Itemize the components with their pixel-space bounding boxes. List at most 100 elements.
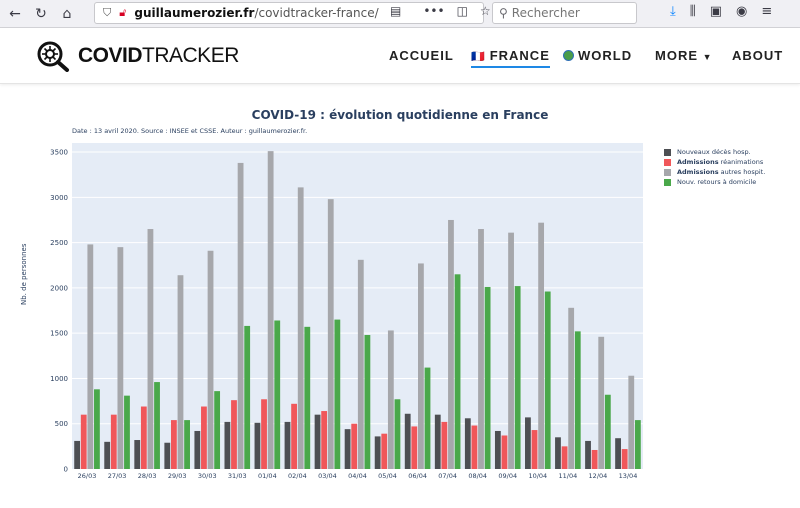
bar-3-02/04[interactable]: [297, 187, 304, 469]
bar-1-26/03[interactable]: [74, 440, 81, 469]
search-bar[interactable]: ⚲: [492, 2, 637, 24]
bar-4-04/04[interactable]: [364, 334, 371, 469]
bar-2-26/03[interactable]: [80, 414, 87, 469]
bar-2-30/03[interactable]: [201, 406, 207, 469]
bar-2-13/04[interactable]: [621, 449, 628, 469]
legend-item[interactable]: Admissions réanimations: [664, 157, 765, 167]
bar-4-29/03[interactable]: [184, 420, 190, 469]
home-icon[interactable]: ⌂: [62, 5, 72, 22]
bar-2-27/03[interactable]: [110, 414, 117, 469]
more-icon[interactable]: •••: [423, 4, 445, 18]
bar-3-06/04[interactable]: [418, 263, 424, 469]
legend-item[interactable]: Admissions autres hospit.: [664, 167, 765, 177]
bar-2-29/03[interactable]: [170, 420, 177, 469]
bar-1-09/04[interactable]: [494, 430, 501, 469]
bar-1-28/03[interactable]: [134, 440, 141, 469]
account-icon[interactable]: ◉: [736, 4, 748, 19]
bar-2-08/04[interactable]: [471, 425, 478, 469]
bar-3-27/03[interactable]: [117, 247, 124, 469]
bar-4-11/04[interactable]: [574, 331, 581, 469]
bar-3-09/04[interactable]: [508, 232, 514, 469]
bar-4-02/04[interactable]: [304, 326, 311, 469]
bar-3-04/04[interactable]: [357, 259, 364, 469]
bar-4-31/03[interactable]: [244, 325, 251, 469]
menu-icon[interactable]: ≡: [761, 4, 773, 19]
bar-2-10/04[interactable]: [531, 430, 538, 469]
bar-3-26/03[interactable]: [87, 244, 94, 469]
bar-1-30/03[interactable]: [194, 430, 201, 469]
bar-1-12/04[interactable]: [585, 440, 591, 469]
legend-item[interactable]: Nouveaux décès hosp.: [664, 147, 765, 157]
bar-3-28/03[interactable]: [147, 229, 154, 469]
bar-4-12/04[interactable]: [604, 394, 611, 469]
download-icon[interactable]: ⤓: [670, 4, 676, 19]
reader-icon[interactable]: ▤: [390, 4, 402, 18]
nav-france[interactable]: 🇫🇷 FRANCE: [471, 48, 550, 68]
bar-2-06/04[interactable]: [411, 426, 418, 469]
bar-4-27/03[interactable]: [124, 395, 130, 469]
bar-2-12/04[interactable]: [591, 449, 598, 469]
bar-1-01/04[interactable]: [254, 422, 261, 469]
bar-4-30/03[interactable]: [214, 391, 221, 469]
library-icon[interactable]: ⫼: [689, 4, 696, 19]
site-logo[interactable]: COVIDTRACKER: [36, 40, 239, 72]
bar-2-09/04[interactable]: [501, 435, 508, 469]
star-icon[interactable]: ☆: [479, 4, 491, 18]
reload-icon[interactable]: ↻: [35, 5, 47, 22]
bar-3-31/03[interactable]: [237, 162, 244, 469]
bar-3-03/04[interactable]: [327, 199, 334, 469]
bar-1-03/04[interactable]: [314, 414, 321, 469]
bar-3-30/03[interactable]: [207, 250, 214, 469]
bar-2-31/03[interactable]: [231, 400, 237, 469]
pocket-icon[interactable]: ◫: [456, 4, 468, 18]
lock-icon[interactable]: 🔓︎: [119, 6, 127, 19]
bar-2-02/04[interactable]: [291, 403, 297, 469]
bar-1-02/04[interactable]: [284, 421, 291, 469]
bar-3-12/04[interactable]: [598, 336, 605, 469]
bar-1-27/03[interactable]: [104, 441, 111, 469]
bar-3-29/03[interactable]: [177, 275, 184, 469]
bar-2-28/03[interactable]: [140, 406, 147, 469]
bar-1-07/04[interactable]: [434, 414, 441, 469]
bar-4-28/03[interactable]: [154, 382, 160, 469]
nav-world[interactable]: WORLD: [563, 48, 632, 63]
bar-1-10/04[interactable]: [525, 417, 531, 469]
bar-4-10/04[interactable]: [544, 291, 551, 469]
bar-2-01/04[interactable]: [261, 399, 267, 469]
bar-1-29/03[interactable]: [164, 442, 171, 469]
bar-1-05/04[interactable]: [374, 436, 381, 469]
bar-4-13/04[interactable]: [634, 420, 641, 469]
bar-2-11/04[interactable]: [561, 446, 568, 469]
bar-1-13/04[interactable]: [615, 438, 621, 469]
bar-4-01/04[interactable]: [274, 320, 281, 469]
shield-icon[interactable]: ⛉: [103, 6, 112, 19]
nav-more[interactable]: MORE ▼: [655, 48, 713, 63]
url-bar[interactable]: ⛉ 🔓︎ guillaumerozier.fr/covidtracker-fra…: [94, 2, 484, 24]
bar-3-05/04[interactable]: [387, 330, 394, 469]
bar-2-04/04[interactable]: [351, 423, 358, 469]
back-icon[interactable]: ←: [9, 5, 21, 22]
bar-1-08/04[interactable]: [464, 418, 471, 469]
legend-item[interactable]: Nouv. retours à domicile: [664, 177, 765, 187]
bar-3-10/04[interactable]: [538, 222, 545, 469]
bar-4-05/04[interactable]: [394, 399, 401, 469]
bar-2-03/04[interactable]: [321, 411, 328, 469]
nav-accueil[interactable]: ACCUEIL: [389, 48, 454, 63]
bar-4-08/04[interactable]: [484, 286, 491, 469]
bar-3-13/04[interactable]: [628, 375, 635, 469]
bar-1-11/04[interactable]: [555, 437, 561, 469]
bar-3-08/04[interactable]: [478, 229, 484, 469]
search-input[interactable]: [511, 6, 622, 20]
bar-4-09/04[interactable]: [514, 286, 521, 469]
bar-1-31/03[interactable]: [224, 421, 231, 469]
bar-2-07/04[interactable]: [441, 421, 448, 469]
bar-3-01/04[interactable]: [267, 151, 274, 469]
bar-4-03/04[interactable]: [334, 319, 341, 469]
bar-4-07/04[interactable]: [454, 274, 461, 469]
bar-1-04/04[interactable]: [344, 429, 351, 469]
bar-4-26/03[interactable]: [94, 389, 100, 469]
bar-3-07/04[interactable]: [448, 219, 454, 469]
sidebar-icon[interactable]: ▣: [709, 4, 723, 19]
nav-about[interactable]: ABOUT: [732, 48, 784, 63]
bar-3-11/04[interactable]: [568, 307, 575, 469]
